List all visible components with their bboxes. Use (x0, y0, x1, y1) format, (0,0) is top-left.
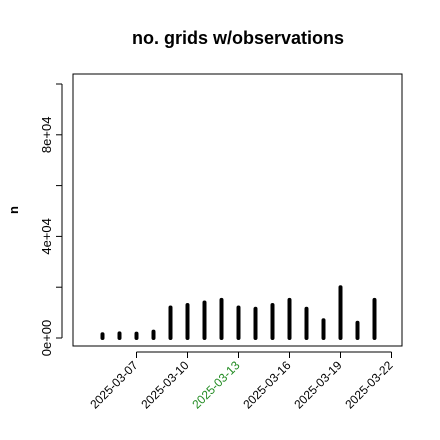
y-axis: 0e+00 4e+04 8e+04 (39, 83, 63, 357)
x-tick-label: 2025-03-16 (240, 358, 294, 412)
y-tick-label: 0e+00 (39, 320, 54, 357)
x-tick-label: 2025-03-22 (342, 358, 396, 412)
plot-box (72, 73, 403, 347)
x-tick-label: 2025-03-19 (291, 358, 345, 412)
x-tick-label: 2025-03-13 (189, 358, 243, 412)
bars (100, 285, 377, 340)
x-tick-label: 2025-03-10 (138, 358, 192, 412)
y-axis-label: n (6, 206, 21, 214)
x-axis: 2025-03-072025-03-102025-03-132025-03-16… (87, 351, 396, 412)
y-tick-label: 8e+04 (39, 117, 54, 154)
chart-title: no. grids w/observations (132, 28, 344, 48)
x-tick-label: 2025-03-07 (87, 358, 141, 412)
y-tick-label: 4e+04 (39, 218, 54, 255)
